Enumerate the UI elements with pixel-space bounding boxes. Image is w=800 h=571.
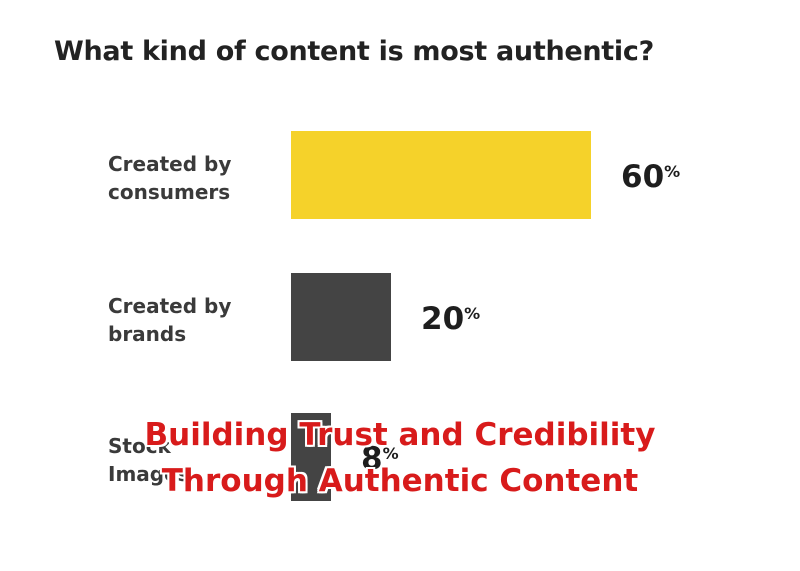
chart-title: What kind of content is most authentic? <box>54 36 654 67</box>
category-label-0: Created by consumers <box>108 152 231 204</box>
bar-1 <box>291 273 391 361</box>
headline-overlay: Building Trust and Credibility Through A… <box>0 412 800 504</box>
value-label-2: 8% <box>361 441 399 477</box>
category-label-1: Created by brands <box>108 294 231 346</box>
bar-2 <box>291 413 331 501</box>
bar-0 <box>291 131 591 219</box>
value-label-1: 20% <box>421 301 480 337</box>
value-label-0: 60% <box>621 159 680 195</box>
headline-line-1: Building Trust and Credibility <box>144 417 656 453</box>
category-label-2: Stock Images <box>108 434 190 486</box>
headline-line-2: Through Authentic Content <box>161 463 639 499</box>
